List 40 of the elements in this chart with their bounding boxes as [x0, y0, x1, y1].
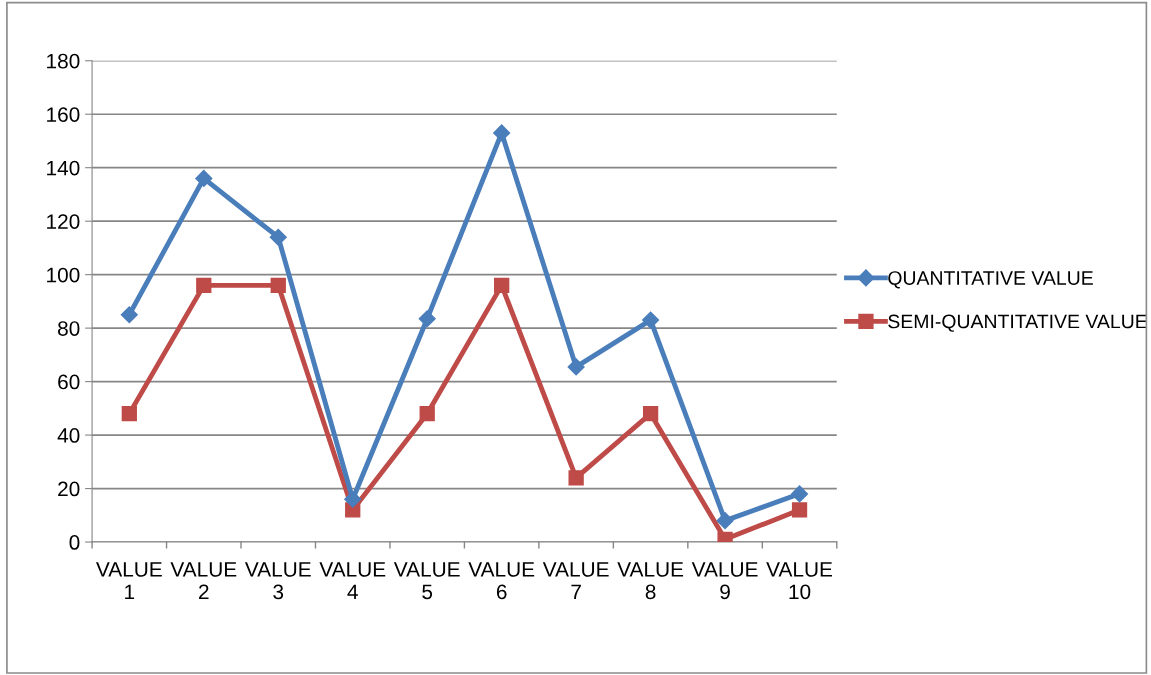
- point: [493, 124, 511, 142]
- x-tick-label: VALUE 2: [170, 562, 237, 600]
- point: [120, 306, 138, 324]
- point: [642, 406, 659, 422]
- y-tick-label: 40: [57, 428, 80, 443]
- x-tick-label: VALUE 7: [542, 562, 609, 600]
- legend-label: SEMI-QUANTITATIVE VALUE: [888, 314, 1147, 332]
- point: [419, 406, 435, 422]
- y-tick-label: 180: [47, 53, 80, 69]
- point: [418, 310, 436, 328]
- point: [121, 406, 137, 422]
- y-tick-label: 100: [47, 267, 80, 283]
- x-tick-label: VALUE 8: [617, 562, 684, 600]
- point: [494, 277, 510, 293]
- point: [568, 470, 584, 486]
- y-tick-label: 0: [69, 535, 80, 550]
- point: [642, 311, 660, 329]
- x-tick-label: VALUE 9: [691, 562, 758, 600]
- y-tick-label: 120: [47, 214, 80, 229]
- y-tick-label: 20: [58, 481, 80, 497]
- y-tick-label: 140: [47, 160, 80, 176]
- point: [195, 169, 213, 187]
- x-tick-label: VALUE 4: [319, 562, 386, 600]
- x-tick-label: VALUE 10: [766, 562, 833, 600]
- legend-label: QUANTITATIVE VALUE: [888, 271, 1093, 289]
- point: [196, 277, 212, 293]
- y-tick-label: 160: [47, 107, 80, 122]
- x-tick-label: VALUE 1: [96, 562, 162, 600]
- x-tick-label: VALUE 5: [393, 562, 460, 600]
- y-tick-label: 60: [58, 374, 80, 390]
- x-tick-label: VALUE 6: [468, 562, 535, 600]
- x-tick-label: VALUE 3: [244, 562, 311, 600]
- point: [716, 512, 734, 530]
- y-tick-label: 80: [58, 321, 80, 336]
- point: [269, 228, 287, 246]
- point: [791, 502, 808, 518]
- point: [790, 485, 809, 503]
- point: [270, 277, 286, 293]
- point: [344, 490, 362, 508]
- point: [567, 358, 585, 376]
